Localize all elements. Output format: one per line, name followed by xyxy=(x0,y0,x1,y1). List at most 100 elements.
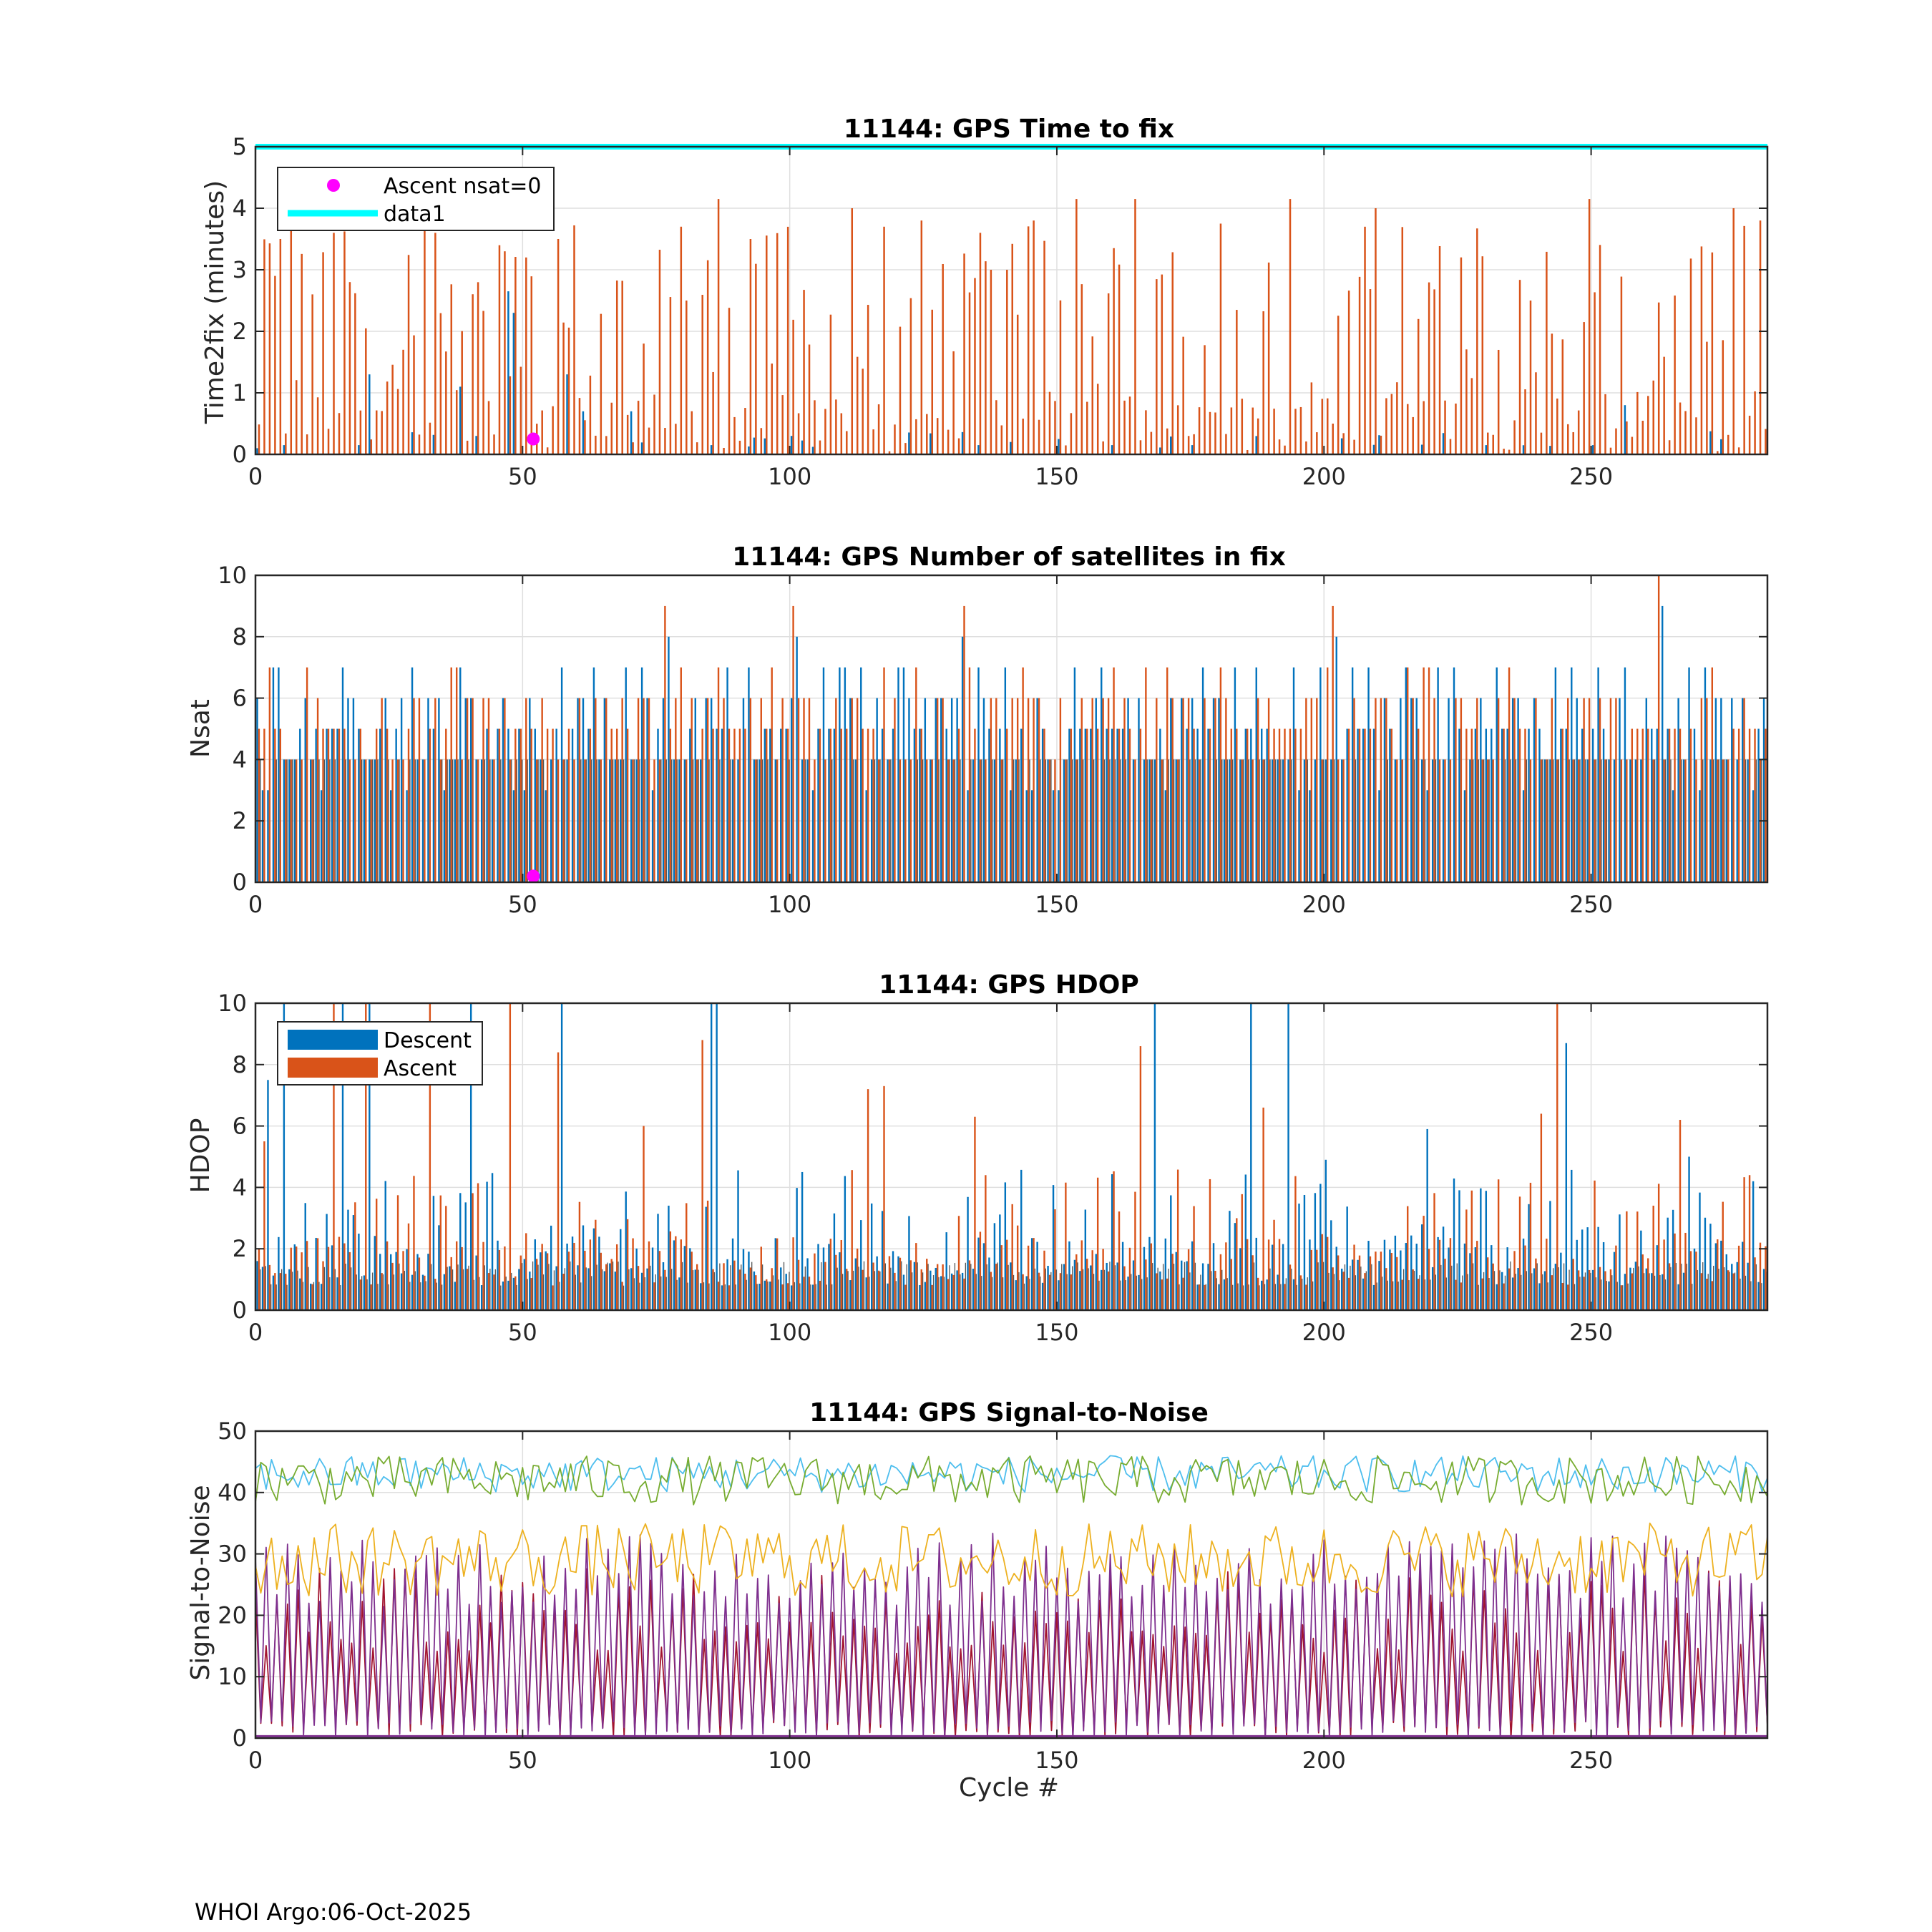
ascent-bar xyxy=(936,698,939,882)
ascent-bar xyxy=(835,1254,837,1310)
descent-bar xyxy=(288,1269,291,1310)
ascent-bar xyxy=(1508,449,1511,454)
descent-bar xyxy=(726,1259,728,1310)
ascent-bar xyxy=(295,1246,298,1310)
ascent-bar xyxy=(626,414,629,454)
descent-bar xyxy=(1052,790,1055,882)
descent-bar xyxy=(1234,667,1236,882)
satellite-bar xyxy=(275,759,277,882)
descent-bar xyxy=(261,790,264,882)
ascent-bar xyxy=(1209,1179,1211,1310)
descent-bar xyxy=(1426,790,1428,882)
ascent-bar xyxy=(1107,293,1110,454)
hdop-minor-bar xyxy=(1526,1271,1527,1310)
ascent-bar xyxy=(1176,759,1179,882)
ascent-bar xyxy=(1022,1274,1024,1310)
ascent-bar xyxy=(814,400,816,454)
ascent-bar xyxy=(1679,1120,1682,1310)
ascent-bar xyxy=(803,290,805,454)
descent-bar xyxy=(876,698,878,882)
satellite-bar xyxy=(1510,759,1511,882)
ascent-bar xyxy=(1412,698,1414,882)
ascent-bar xyxy=(664,1269,666,1310)
descent-bar xyxy=(1426,1128,1428,1310)
ascent-bar xyxy=(1385,398,1387,454)
ascent-bar xyxy=(840,1239,842,1310)
descent-bar xyxy=(1602,1241,1605,1310)
ascent-bar xyxy=(1759,220,1762,454)
hdop-minor-bar xyxy=(1675,1263,1677,1310)
ascent-bar xyxy=(301,1252,303,1310)
descent-bar xyxy=(518,1269,520,1310)
ascent-bar xyxy=(1732,728,1735,882)
descent-bar xyxy=(1651,1273,1653,1310)
ascent-bar xyxy=(1118,728,1121,882)
hdop-minor-bar xyxy=(1536,1263,1538,1310)
descent-bar xyxy=(1148,1236,1151,1310)
ascent-bar xyxy=(926,759,928,882)
ascent-bar xyxy=(461,759,463,882)
ascent-bar xyxy=(610,728,613,882)
ascent-bar xyxy=(749,1267,752,1310)
hdop-minor-bar xyxy=(1093,1274,1095,1310)
satellite-bar xyxy=(938,759,940,882)
descent-bar xyxy=(1084,728,1087,882)
descent-bar xyxy=(844,1176,847,1310)
descent-bar xyxy=(999,1214,1001,1310)
satellite-bar xyxy=(1274,759,1277,882)
hdop-minor-bar xyxy=(724,1284,726,1310)
ascent-bar xyxy=(1166,667,1169,882)
descent-bar xyxy=(972,759,975,882)
descent-bar xyxy=(870,759,873,882)
legend-data1-label: data1 xyxy=(384,202,446,227)
ascent-bar xyxy=(1364,1273,1366,1310)
ascent-bar xyxy=(1193,728,1195,882)
descent-bar xyxy=(854,1258,857,1310)
descent-bar xyxy=(1645,1268,1648,1310)
descent-bar xyxy=(1576,1239,1578,1310)
satellite-bar xyxy=(1226,759,1228,882)
ascent-bar xyxy=(1043,1250,1045,1310)
ascent-bar xyxy=(1156,698,1158,882)
ascent-bar xyxy=(1027,1245,1030,1310)
hdop-minor-bar xyxy=(1141,1279,1143,1310)
satellite-bar xyxy=(484,759,486,882)
ascent-bar xyxy=(1695,759,1697,882)
hdop-minor-bar xyxy=(1408,1280,1410,1310)
ascent-bar xyxy=(626,1219,629,1310)
ascent-bar xyxy=(1599,1267,1601,1310)
descent-bar xyxy=(534,1239,536,1310)
descent-bar xyxy=(1372,728,1375,882)
ascent-bar xyxy=(391,759,394,882)
ascent-bar xyxy=(915,419,917,454)
ascent-bar xyxy=(1689,258,1692,454)
hdop-minor-bar xyxy=(1098,1280,1100,1310)
hdop-minor-bar xyxy=(275,1284,277,1310)
hdop-minor-bar xyxy=(1274,1284,1277,1310)
y-tick-label: 5 xyxy=(233,133,247,160)
descent-bar xyxy=(1693,728,1696,882)
descent-bar xyxy=(256,448,258,454)
ascent-bar xyxy=(1636,728,1639,882)
ascent-bar xyxy=(301,253,303,454)
descent-bar xyxy=(806,1258,809,1310)
descent-bar xyxy=(272,667,275,882)
descent-bar xyxy=(1341,759,1343,882)
descent-bar xyxy=(1063,759,1065,882)
descent-bar xyxy=(1239,1248,1241,1310)
satellite-bar xyxy=(1146,759,1148,882)
ascent-bar xyxy=(1209,728,1211,882)
satellite-bar xyxy=(1413,759,1415,882)
descent-bar xyxy=(1501,728,1503,882)
y-tick-label: 4 xyxy=(233,746,247,773)
descent-bar xyxy=(774,1238,776,1310)
descent-bar xyxy=(1517,698,1519,882)
hdop-minor-bar xyxy=(511,1272,512,1310)
descent-bar xyxy=(1667,728,1669,882)
ascent-bar xyxy=(1615,1245,1617,1310)
y-tick-label: 3 xyxy=(233,256,247,283)
descent-bar xyxy=(630,1268,633,1310)
ascent-bar xyxy=(1594,292,1596,454)
ascent-bar xyxy=(1748,1175,1751,1310)
